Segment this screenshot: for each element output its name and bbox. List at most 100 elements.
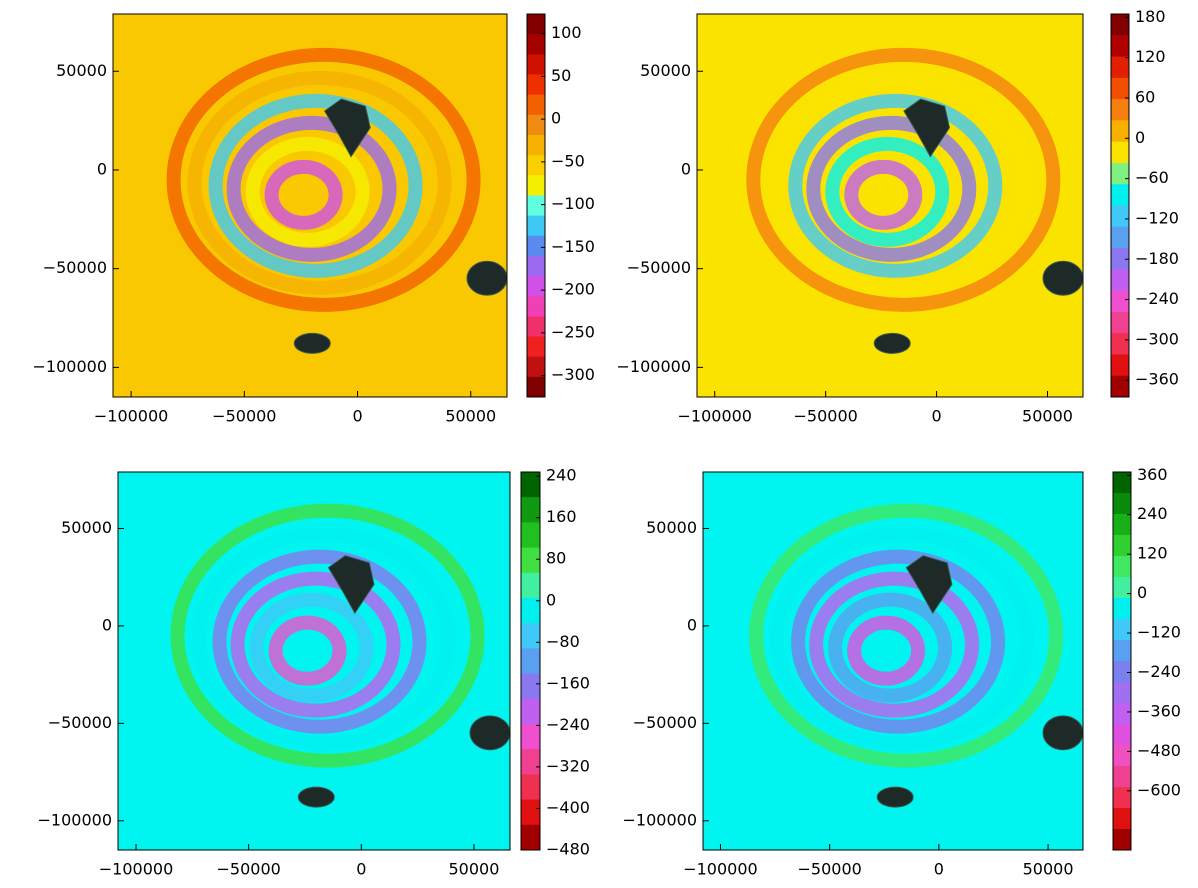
colorbar-band (1111, 77, 1129, 100)
field-band (170, 503, 485, 768)
colorbar-band (1113, 724, 1131, 746)
colorbar-band (527, 195, 545, 217)
colorbar-tick-label: −100 (551, 194, 595, 213)
field-band (844, 159, 923, 230)
field-band (191, 526, 456, 751)
x-tick-label: −100000 (99, 860, 173, 879)
colorbar-tick-label: −200 (551, 280, 595, 299)
colorbar-band (527, 14, 545, 35)
colorbar-band (521, 497, 540, 523)
colorbar-band (527, 74, 545, 96)
colorbar-band (521, 673, 540, 700)
body (876, 786, 914, 808)
colorbar-frame (1110, 13, 1130, 398)
body (293, 332, 331, 354)
colorbar-band (527, 54, 545, 75)
colorbar-tick-label: −120 (1135, 208, 1179, 227)
colorbar-tick-label: 180 (1135, 7, 1166, 26)
colorbar-band (1113, 640, 1131, 662)
body (323, 98, 371, 158)
body (905, 555, 953, 615)
colorbar-band (527, 316, 545, 338)
colorbar-band (1113, 556, 1131, 578)
colorbar-frame (1112, 471, 1132, 851)
colorbar-band (1111, 226, 1129, 249)
x-tick-label: −100000 (94, 407, 168, 426)
y-tick-label: −50000 (627, 258, 691, 277)
colorbar-band (1113, 745, 1131, 767)
colorbar-band (521, 824, 540, 851)
colorbar-band (1113, 535, 1131, 557)
colorbar-band (1113, 829, 1131, 851)
colorbar-band (527, 336, 545, 358)
colorbar-band (1113, 577, 1131, 599)
colorbar-tick-label: −120 (1137, 623, 1181, 642)
colorbar-band (527, 155, 545, 176)
x-tick-label: −100000 (678, 407, 752, 426)
colorbar-band (1113, 619, 1131, 641)
colorbar-tick-label: −400 (546, 798, 590, 817)
colorbar-band (1113, 682, 1131, 704)
colorbar-band (521, 724, 540, 750)
colorbar-band (521, 572, 540, 599)
field-band (847, 615, 926, 686)
colorbar-tick-label: −150 (551, 237, 595, 256)
field (118, 472, 510, 850)
field-band (791, 549, 1006, 734)
body (327, 555, 375, 615)
x-tick-label: −50000 (217, 860, 281, 879)
colorbar-band (521, 472, 540, 498)
axes-frame (696, 13, 1084, 398)
body (873, 332, 911, 354)
y-tick-label: −100000 (33, 357, 107, 376)
colorbar-tick-label: −480 (546, 840, 590, 859)
field-band (212, 549, 427, 734)
x-tick-label: −100000 (683, 860, 757, 879)
colorbar-band (521, 522, 540, 549)
colorbar-band (521, 698, 540, 725)
colorbar-band (1111, 269, 1129, 292)
colorbar-band (527, 134, 545, 156)
colorbar-band (521, 648, 540, 675)
colorbar-band (1111, 35, 1129, 58)
colorbar-band (1113, 787, 1131, 809)
colorbar-band (1113, 493, 1131, 515)
y-tick-label: −100000 (617, 357, 691, 376)
y-tick-label: 50000 (61, 518, 112, 537)
x-tick-label: −50000 (212, 407, 276, 426)
field (113, 14, 507, 397)
y-tick-label: 50000 (640, 61, 691, 80)
colorbar-band (521, 799, 540, 826)
colorbar-tick-label: −480 (1137, 741, 1181, 760)
x-tick-label: 0 (934, 860, 944, 879)
colorbar-band (1111, 205, 1129, 228)
y-tick-label: 0 (102, 615, 112, 634)
field-band (187, 70, 452, 295)
field-band (208, 93, 423, 278)
body (469, 715, 510, 751)
x-tick-label: 0 (352, 407, 362, 426)
colorbar-band (1111, 354, 1129, 377)
colorbar-tick-label: −240 (546, 715, 590, 734)
y-tick-label: 50000 (646, 518, 697, 537)
field-band (825, 136, 950, 247)
colorbar-frame (526, 13, 546, 398)
colorbar-band (1111, 375, 1129, 398)
colorbar-band (1111, 56, 1129, 79)
colorbar-band (521, 547, 540, 574)
colorbar-tick-label: 0 (546, 590, 556, 609)
field-band (828, 592, 953, 703)
x-tick-label: −50000 (798, 860, 862, 879)
field-band (788, 93, 1003, 278)
field-band (268, 615, 347, 686)
colorbar-band (521, 623, 540, 649)
colorbar-band (521, 749, 540, 775)
y-tick-label: −50000 (43, 258, 107, 277)
colorbar-band (1113, 661, 1131, 683)
x-tick-label: 0 (356, 860, 366, 879)
colorbar-tick-label: 0 (551, 109, 561, 128)
colorbar-tick-label: −360 (1135, 370, 1179, 389)
y-tick-label: −100000 (38, 810, 112, 829)
field-band (245, 136, 370, 247)
colorbar-tick-label: −180 (1135, 249, 1179, 268)
